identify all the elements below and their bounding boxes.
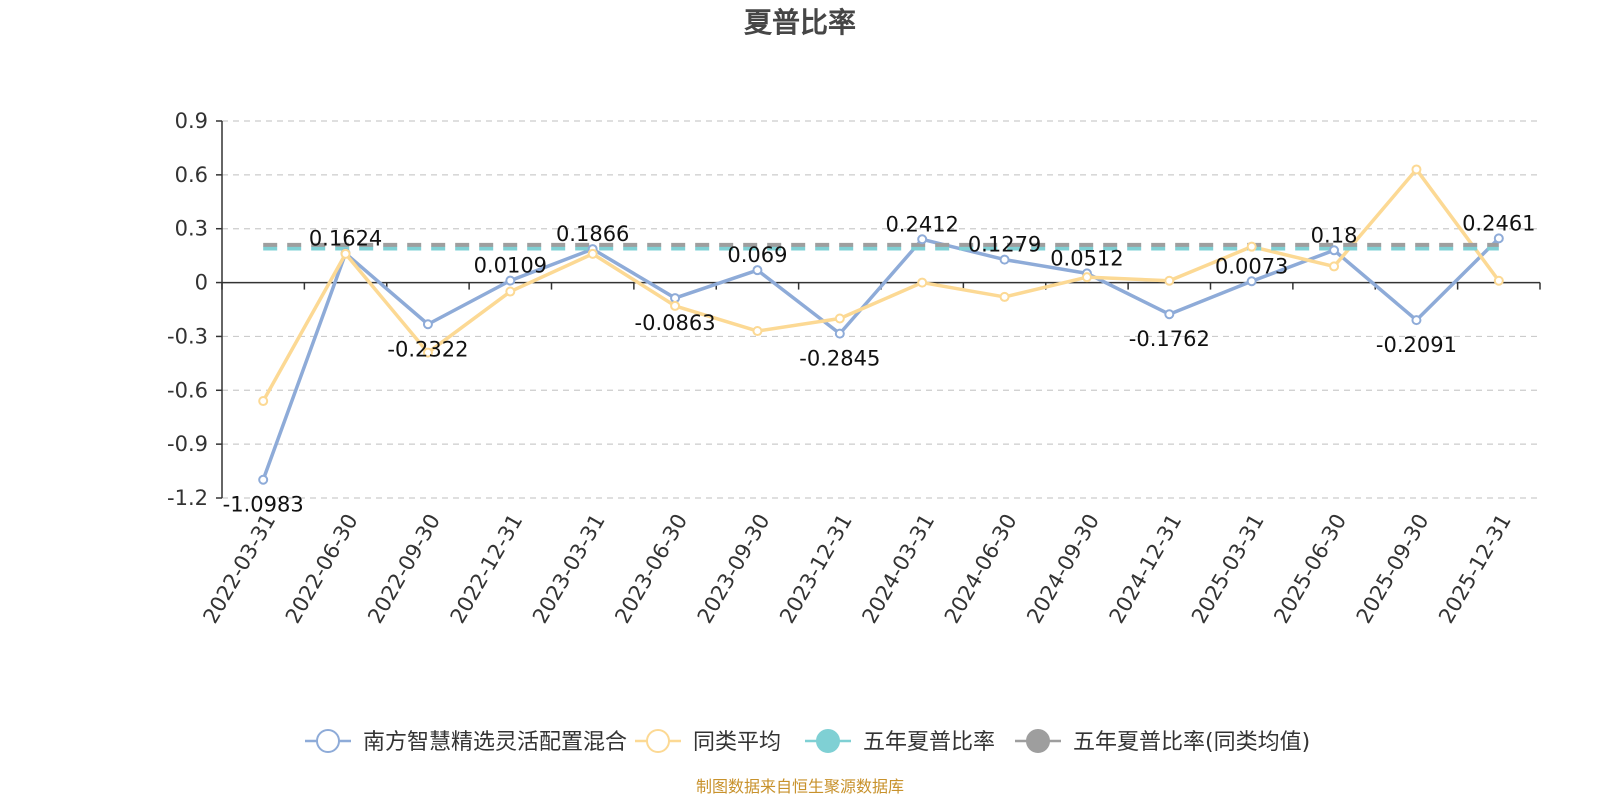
data-label: 0.2461 — [1462, 211, 1535, 235]
data-label: -0.2322 — [387, 337, 468, 361]
legend-marker — [816, 729, 840, 753]
data-label: 0.1624 — [309, 226, 382, 250]
y-tick-label: -0.3 — [167, 324, 208, 348]
source-note: 制图数据来自恒生聚源数据库 — [696, 777, 904, 796]
data-label: 0.1866 — [556, 222, 629, 246]
data-point — [587, 248, 598, 259]
legend-label: 五年夏普比率(同类均值) — [1073, 730, 1310, 755]
data-point — [752, 326, 763, 337]
x-tick-label: 2024-09-30 — [1022, 510, 1104, 628]
data-point — [258, 474, 269, 485]
data-point — [752, 265, 763, 276]
data-point — [670, 300, 681, 311]
data-label: 0.069 — [727, 243, 787, 267]
legend-item-1[interactable]: 南方智慧精选灵活配置混合 — [305, 729, 627, 755]
data-point — [670, 293, 681, 304]
data-point — [1411, 164, 1422, 175]
data-point — [505, 286, 516, 297]
data-point — [999, 254, 1010, 265]
y-tick-label: -1.2 — [167, 486, 208, 510]
data-point — [834, 328, 845, 339]
data-label: 0.2412 — [885, 212, 958, 236]
y-tick-label: 0.9 — [175, 109, 208, 133]
data-point — [1411, 315, 1422, 326]
data-point — [1493, 233, 1504, 244]
x-tick-label: 2025-06-30 — [1269, 510, 1351, 628]
legend-item-2[interactable]: 同类平均 — [635, 729, 781, 755]
x-tick-label: 2023-12-31 — [775, 510, 857, 628]
legend-item-3[interactable]: 五年夏普比率 — [805, 729, 995, 755]
y-axis-ticks: 0.9 0.6 0.3 0 -0.3 -0.6 -0.9 -1.2 — [167, 109, 222, 510]
x-tick-label: 2023-09-30 — [693, 510, 775, 628]
x-tick-label: 2024-06-30 — [940, 510, 1022, 628]
legend-marker — [646, 729, 670, 753]
data-label: 0.1279 — [968, 233, 1041, 257]
data-point — [1164, 309, 1175, 320]
x-tick-label: 2022-12-31 — [446, 510, 528, 628]
series-line-1 — [261, 237, 1501, 481]
x-axis-ticks: 2022-03-31 2022-06-30 2022-09-30 2022-12-31… — [198, 510, 1515, 628]
chart-title: 夏普比率 — [744, 6, 856, 39]
legend-item-4[interactable]: 五年夏普比率(同类均值) — [1015, 729, 1310, 755]
data-point — [258, 396, 269, 407]
x-tick-label: 2023-03-31 — [528, 510, 610, 628]
legend-label: 南方智慧精选灵活配置混合 — [363, 730, 627, 755]
x-tick-label: 2025-09-30 — [1352, 510, 1434, 628]
x-tick-label: 2024-12-31 — [1105, 510, 1187, 628]
data-label: 0.0109 — [474, 254, 547, 278]
data-point — [1329, 261, 1340, 272]
data-label: -0.1762 — [1129, 327, 1210, 351]
data-point — [1493, 275, 1504, 286]
data-point — [505, 275, 516, 286]
y-tick-label: -0.6 — [167, 378, 208, 402]
x-tick-label: 2025-03-31 — [1187, 510, 1269, 628]
data-point — [999, 291, 1010, 302]
x-tick-label: 2022-09-30 — [363, 510, 445, 628]
series-points — [258, 164, 1504, 485]
data-label: 0.18 — [1311, 223, 1358, 247]
x-tick-label: 2024-03-31 — [857, 510, 939, 628]
data-label: 0.0512 — [1050, 246, 1123, 270]
data-point — [834, 313, 845, 324]
legend-marker — [1026, 729, 1050, 753]
y-tick-label: 0.3 — [175, 217, 208, 241]
data-point — [422, 347, 433, 358]
data-point — [1329, 245, 1340, 256]
legend-label: 五年夏普比率 — [863, 730, 995, 755]
series-lines — [261, 167, 1501, 481]
data-label: -0.2091 — [1376, 333, 1457, 357]
y-tick-label: 0 — [195, 271, 208, 295]
legend-label: 同类平均 — [693, 730, 781, 755]
data-point — [1081, 272, 1092, 283]
data-labels: -1.0983 0.1624 -0.2322 0.0109 0.1866 -0.0863 0… — [223, 211, 1536, 516]
data-point — [1246, 241, 1257, 252]
y-tick-label: -0.9 — [167, 432, 208, 456]
x-tick-label: 2022-03-31 — [198, 510, 280, 628]
data-label: 0.0073 — [1215, 254, 1288, 278]
data-point — [917, 277, 928, 288]
data-point — [917, 234, 928, 245]
data-point — [1164, 275, 1175, 286]
data-label: -1.0983 — [223, 493, 304, 517]
data-point — [340, 248, 351, 259]
x-tick-label: 2023-06-30 — [610, 510, 692, 628]
legend-marker — [316, 729, 340, 753]
series-line-2 — [261, 167, 1501, 402]
data-point — [1246, 276, 1257, 287]
grid-lines — [222, 120, 1540, 499]
x-tick-label: 2022-06-30 — [281, 510, 363, 628]
x-tick-label: 2025-12-31 — [1434, 510, 1516, 628]
data-label: -0.0863 — [635, 311, 716, 335]
y-tick-label: 0.6 — [175, 163, 208, 187]
legend[interactable]: 南方智慧精选灵活配置混合 同类平均 五年夏普比率 五年夏普比率(同类均值) — [305, 729, 1310, 755]
data-label: -0.2845 — [799, 347, 880, 371]
axes — [221, 121, 1541, 498]
data-point — [422, 319, 433, 330]
